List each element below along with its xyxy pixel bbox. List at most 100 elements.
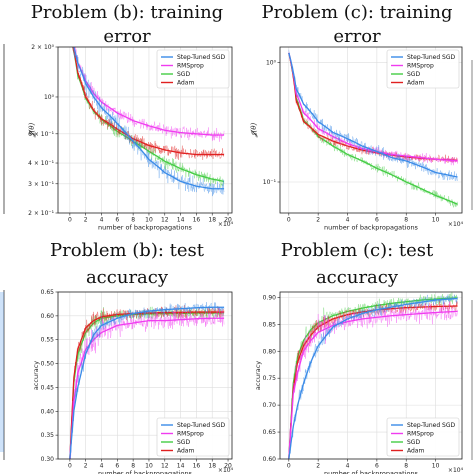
y-tick-label: 0.60 (263, 456, 277, 463)
y-tick-label: 2 × 10⁻¹ (28, 210, 54, 217)
plot-frame (57, 46, 233, 214)
series-noise-sgd (288, 292, 458, 456)
legend-entry: RMSprop (177, 63, 204, 70)
y-tick-label: 0.65 (41, 289, 55, 296)
plot-frame (57, 291, 233, 460)
plot-frame (279, 46, 463, 214)
chart-title-line: Problem (c): training (262, 2, 453, 23)
x-tick-label: 4 (346, 217, 350, 224)
series-line-rmsprop (288, 310, 458, 459)
series-noise-rmsprop (69, 307, 225, 459)
series-group (72, 47, 225, 197)
series-noise-adam (72, 47, 225, 160)
x-tick-label: 10 (145, 217, 153, 224)
x-tick-label: 0 (287, 217, 291, 224)
chart-title-line: accuracy (316, 267, 399, 288)
chart-title-line: Problem (b): training (31, 2, 223, 23)
y-tick-label: 0.90 (263, 294, 277, 301)
x-tick-label: 16 (193, 463, 201, 470)
x-axis-label: number of backpropagations (324, 224, 419, 232)
y-axis-label: accuracy (254, 361, 262, 390)
y-tick-label: 0.60 (41, 313, 55, 320)
legend-entry: Step-Tuned SGD (177, 422, 226, 429)
y-tick-label: 2 × 10⁰ (31, 44, 54, 51)
x-tick-label: 8 (404, 463, 408, 470)
x-tick-label: 4 (346, 463, 350, 470)
legend-entry: Step-Tuned SGD (407, 422, 456, 429)
x-tick-label: 0 (68, 217, 72, 224)
chart-title-line: Problem (b): test (50, 240, 205, 261)
y-tick-label: 10⁰ (266, 60, 277, 67)
x-tick-label: 2 (316, 463, 320, 470)
x-tick-label: 14 (177, 463, 185, 470)
legend-entry: SGD (407, 439, 420, 446)
chart-title-line: accuracy (86, 267, 169, 288)
x-tick-label: 8 (131, 217, 135, 224)
chart-title-line: error (103, 26, 151, 47)
series-line-rmsprop (73, 47, 225, 136)
left-edge-fragment (0, 44, 5, 460)
legend-entry: Adam (407, 80, 424, 87)
legend-entry: Step-Tuned SGD (177, 54, 226, 61)
y-axis-label: 𝓙(θ) (28, 122, 36, 138)
x-tick-label: 6 (115, 463, 119, 470)
series-noise-step-tuned-sgd (69, 302, 225, 459)
x-tick-label: 8 (404, 217, 408, 224)
y-tick-label: 0.45 (41, 384, 55, 391)
legend-box (386, 417, 460, 457)
y-tick-label: 3 × 10⁻¹ (28, 181, 54, 188)
series-group (288, 49, 458, 209)
x-tick-label: 18 (208, 217, 216, 224)
x-tick-label: 18 (208, 463, 216, 470)
series-line-adam (72, 47, 225, 156)
y-axis-label: accuracy (32, 361, 40, 390)
y-tick-label: 0.75 (263, 375, 277, 382)
x-tick-label: 2 (84, 463, 88, 470)
x-tick-label: 8 (131, 463, 135, 470)
chart-title-line: Problem (c): test (281, 240, 434, 261)
series-line-rmsprop (288, 52, 458, 162)
series-line-rmsprop (69, 317, 225, 459)
legend-entry: Adam (177, 80, 194, 87)
chart-c-train: Problem (c): training error 0 2 4 6 8 10 10⁰ 10⁻¹… (250, 2, 464, 232)
x-tick-label: 10 (145, 463, 153, 470)
series-noise-step-tuned-sgd (72, 47, 225, 197)
x-axis-label: number of backpropagations (98, 470, 193, 474)
x-tick-label: 20 (224, 217, 232, 224)
chart-b-test: Problem (b): test accuracy 0 2 4 6 8 10 12 14 16 18… (32, 240, 234, 474)
series-line-step-tuned-sgd (69, 306, 225, 459)
series-line-step-tuned-sgd (288, 297, 458, 459)
chart-title-line: error (333, 26, 381, 47)
legend-entry: Step-Tuned SGD (407, 54, 456, 61)
legend-box (156, 417, 230, 457)
x-tick-label: 4 (100, 463, 104, 470)
x-tick-label: 4 (100, 217, 104, 224)
legend-entry: SGD (177, 71, 190, 78)
series-group (288, 292, 458, 459)
legend-box (386, 49, 460, 89)
y-tick-label: 10⁰ (44, 94, 55, 101)
series-group (69, 302, 225, 459)
y-tick-label: 0.50 (41, 361, 55, 368)
y-tick-label: 10⁻¹ (263, 179, 277, 186)
left-edge-line-fragment (0, 292, 4, 452)
legend-entry: RMSprop (407, 63, 434, 70)
x-scale-multiplier: ×10⁴ (448, 467, 464, 474)
chart-b-train: Problem (b): training error 0 2 4 6 8 10 12 14 16 1… (28, 2, 234, 232)
x-axis-label: number of backpropagations (324, 470, 419, 474)
y-tick-label: 0.35 (41, 432, 55, 439)
x-tick-label: 10 (432, 217, 440, 224)
legend-entry: SGD (407, 71, 420, 78)
x-tick-label: 12 (161, 217, 169, 224)
x-tick-label: 6 (375, 463, 379, 470)
x-scale-multiplier: ×10⁴ (218, 467, 234, 474)
y-tick-label: 0.55 (41, 337, 55, 344)
plot-frame (279, 291, 463, 460)
series-line-step-tuned-sgd (288, 52, 458, 178)
x-tick-label: 20 (224, 463, 232, 470)
series-line-adam (69, 311, 225, 459)
x-tick-label: 16 (193, 217, 201, 224)
x-tick-label: 14 (177, 217, 185, 224)
